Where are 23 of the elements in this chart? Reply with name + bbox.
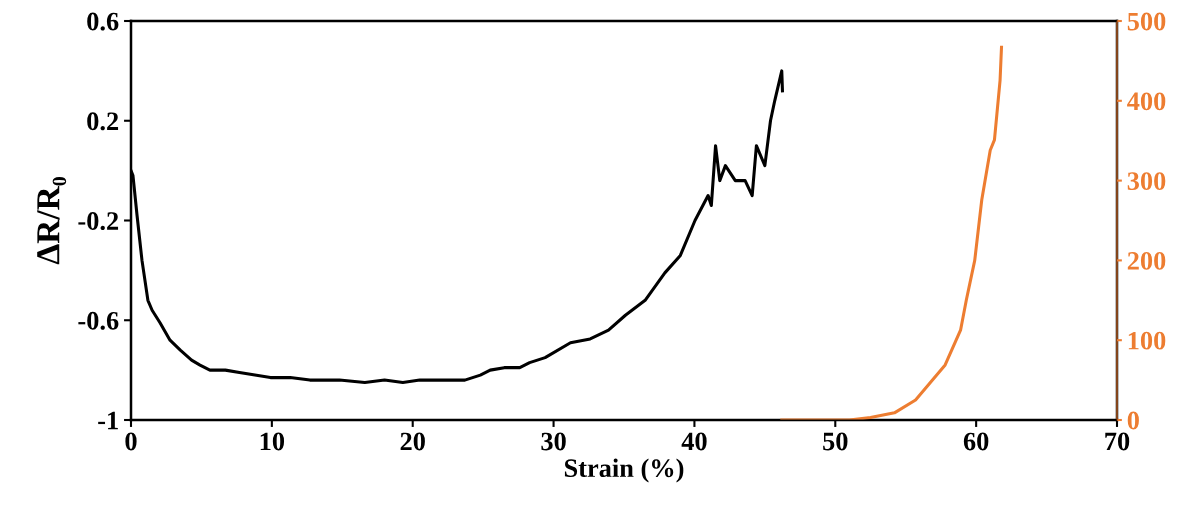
y-tick-label: 0.2 [87, 112, 119, 131]
y2-tick-label: 100 [1128, 331, 1166, 350]
x-tick-label: 30 [541, 432, 566, 451]
x-axis-title: Strain (%) [564, 458, 684, 483]
x-tick-label: 20 [400, 432, 425, 451]
y-tick-label: -0.6 [78, 311, 119, 330]
x-tick-label: 50 [823, 432, 848, 451]
y-tick-label: -1 [98, 411, 118, 430]
y-tick-label: 0.6 [87, 12, 119, 31]
y2-tick-label: 500 [1127, 12, 1166, 31]
x-tick-label: 10 [260, 432, 285, 451]
y2-tick-label: 400 [1127, 92, 1166, 111]
y2-tick-label: 0 [1127, 411, 1139, 430]
x-tick-label: 70 [1105, 432, 1130, 451]
y2-tick-label: 300 [1127, 172, 1166, 191]
x-tick-label: 60 [963, 432, 989, 451]
y-axis-title: ΔR/R₀ [37, 177, 67, 265]
line-series [131, 69, 784, 385]
y2-tick-label: 200 [1127, 252, 1166, 270]
y-tick-label: -0.2 [78, 212, 119, 231]
line-series [780, 45, 1004, 420]
x-tick-label: 0 [125, 432, 137, 451]
x-tick-label: 40 [681, 432, 707, 451]
